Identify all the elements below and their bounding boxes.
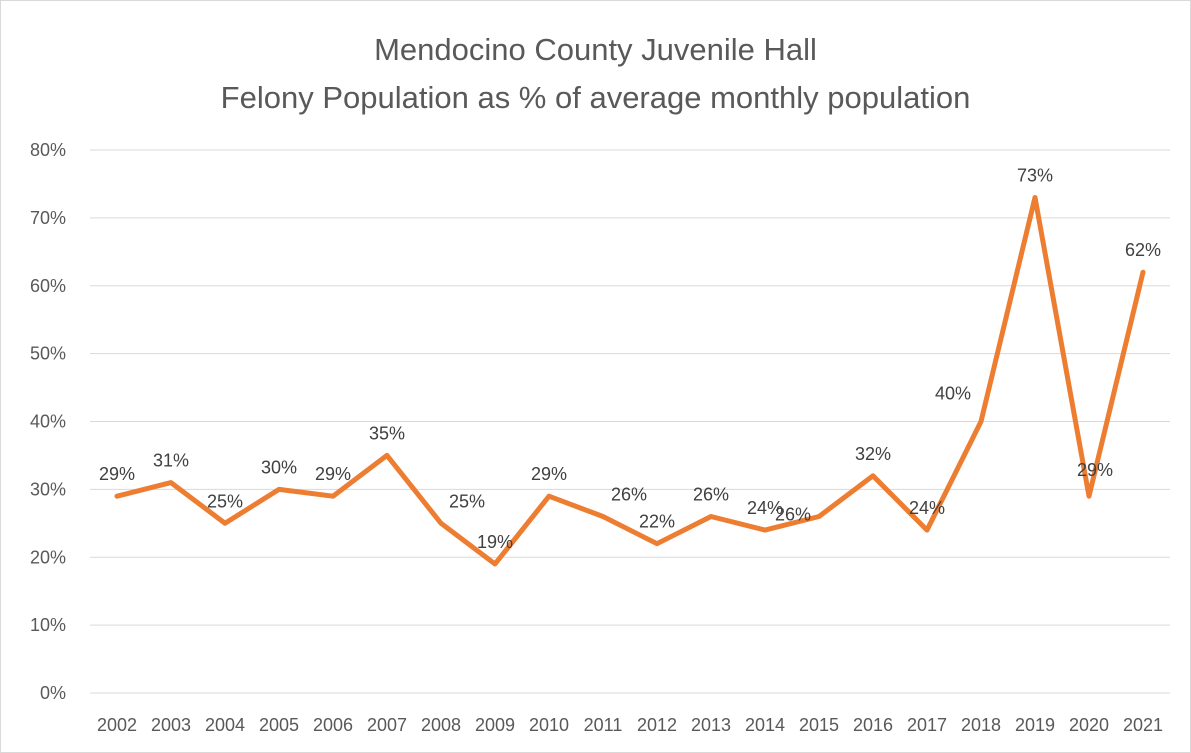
y-tick-label: 0%: [40, 683, 66, 703]
y-tick-label: 50%: [30, 344, 66, 364]
x-tick-label: 2018: [961, 715, 1001, 735]
data-label: 25%: [207, 491, 243, 511]
data-label: 30%: [261, 457, 297, 477]
y-tick-label: 20%: [30, 547, 66, 567]
data-label: 29%: [1077, 460, 1113, 480]
x-tick-label: 2007: [367, 715, 407, 735]
data-label: 29%: [315, 464, 351, 484]
y-tick-label: 70%: [30, 208, 66, 228]
y-tick-label: 30%: [30, 479, 66, 499]
data-label: 24%: [909, 498, 945, 518]
data-label: 73%: [1017, 166, 1053, 186]
x-tick-label: 2008: [421, 715, 461, 735]
x-tick-label: 2016: [853, 715, 893, 735]
x-tick-label: 2006: [313, 715, 353, 735]
x-tick-label: 2019: [1015, 715, 1055, 735]
data-label: 25%: [449, 491, 485, 511]
x-tick-label: 2014: [745, 715, 785, 735]
x-tick-label: 2017: [907, 715, 947, 735]
x-tick-label: 2009: [475, 715, 515, 735]
data-label: 19%: [477, 532, 513, 552]
x-tick-label: 2005: [259, 715, 299, 735]
data-label: 26%: [775, 505, 811, 525]
series-layer: [114, 195, 1146, 567]
y-tick-label: 80%: [30, 140, 66, 160]
data-label: 29%: [99, 464, 135, 484]
chart-title-line-2: Felony Population as % of average monthl…: [220, 80, 971, 115]
x-tick-label: 2003: [151, 715, 191, 735]
data-label: 26%: [693, 485, 729, 505]
x-tick-label: 2011: [584, 715, 623, 735]
gridlines: [90, 149, 1170, 694]
data-label: 31%: [153, 451, 189, 471]
x-tick-label: 2021: [1123, 715, 1163, 735]
series-line: [114, 195, 1146, 567]
x-tick-label: 2012: [637, 715, 677, 735]
data-label: 32%: [855, 444, 891, 464]
data-label: 22%: [639, 512, 675, 532]
data-label: 40%: [935, 384, 971, 404]
x-tick-label: 2013: [691, 715, 731, 735]
data-label: 29%: [531, 464, 567, 484]
data-label: 62%: [1125, 240, 1161, 260]
x-tick-label: 2020: [1069, 715, 1109, 735]
x-tick-label: 2015: [799, 715, 839, 735]
x-tick-label: 2010: [529, 715, 569, 735]
y-tick-label: 60%: [30, 276, 66, 296]
chart-title-line-1: Mendocino County Juvenile Hall: [374, 32, 817, 67]
axes: 0% 10% 20% 30% 40% 50% 60% 70% 80% 2002 2003 2004 20…: [30, 140, 1163, 735]
y-tick-label: 40%: [30, 412, 66, 432]
data-label: 24%: [747, 498, 783, 518]
x-tick-label: 2002: [97, 715, 137, 735]
data-label: 35%: [369, 423, 405, 443]
y-tick-label: 10%: [30, 615, 66, 635]
data-label: 26%: [611, 485, 647, 505]
x-tick-label: 2004: [205, 715, 245, 735]
data-labels: 29%31%25%30% 29%35%25%19%29%26%22%26%24%2…: [99, 166, 1161, 553]
